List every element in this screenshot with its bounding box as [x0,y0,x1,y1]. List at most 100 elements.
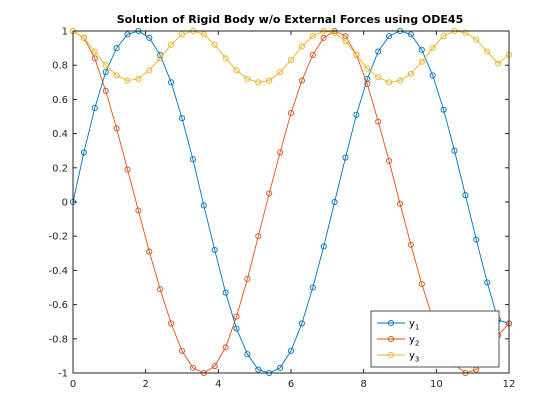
y-tick-label: 1 [62,27,68,38]
data-point-y3 [222,55,229,62]
data-point-y3 [233,67,240,74]
data-point-y3 [277,68,284,76]
data-point-y2 [277,149,284,156]
data-point-y2 [364,80,371,88]
data-point-y3 [386,79,393,86]
data-point-y2 [189,364,196,371]
data-point-y3 [440,33,447,40]
data-point-y1 [320,243,327,250]
data-point-y3 [342,38,349,45]
data-point-y2 [386,157,393,165]
y-tick-label: 0.8 [52,61,68,72]
data-point-y3 [266,77,273,84]
x-tick-label: 12 [503,379,516,390]
series-line-y3 [72,30,510,83]
data-point-y1 [473,236,480,243]
x-tick-label: 10 [430,379,443,390]
data-point-y3 [298,43,305,50]
data-point-y3 [407,70,414,77]
data-point-y1 [124,31,131,38]
data-point-y2 [157,286,164,293]
data-point-y1 [375,48,382,55]
data-point-y2 [375,118,382,125]
data-point-y3 [418,58,425,65]
data-point-y3 [200,31,207,38]
x-tick-label: 0 [70,379,76,390]
series-y3 [69,27,513,86]
legend-label-y2: y2 [409,335,419,348]
data-point-y3 [124,77,131,84]
data-point-y3 [484,48,491,55]
data-point-y1 [211,246,218,253]
legend-label-base: y [409,351,415,362]
data-point-y1 [386,33,393,40]
data-point-y3 [331,29,338,36]
data-point-y3 [364,65,371,72]
data-point-y3 [287,57,295,64]
data-point-y3 [135,75,142,82]
data-point-y3 [462,29,469,36]
data-point-y3 [495,60,502,67]
data-point-y3 [80,34,87,41]
data-point-y3 [211,41,218,48]
data-point-y3 [309,33,316,40]
data-point-y3 [353,51,360,58]
y-tick-label: -0.6 [48,300,68,311]
data-point-y1 [331,198,338,206]
x-tick-label: 6 [288,379,294,390]
data-point-y2 [396,200,404,207]
legend-item-y1: y1 [377,319,419,332]
y-tick-label: -0.4 [48,266,68,277]
data-point-y2 [178,347,186,354]
data-point-y1 [342,154,349,161]
data-point-y2 [255,233,262,240]
data-point-y1 [80,149,87,156]
data-point-y3 [396,77,404,84]
data-point-y3 [102,62,109,69]
data-point-y1 [309,284,316,291]
data-point-y1 [189,156,196,163]
legend-marker-y1 [387,319,395,327]
data-point-y1 [298,320,305,327]
data-point-y2 [113,125,120,132]
data-point-y2 [407,241,414,248]
chart-title: Solution of Rigid Body w/o External Forc… [117,13,463,26]
data-point-y2 [124,166,131,173]
data-point-y2 [233,313,240,320]
data-point-y2 [298,77,305,84]
data-point-y3 [375,74,382,81]
y-tick-label: -0.2 [48,232,68,243]
data-point-y3 [168,41,175,48]
data-point-y2 [211,363,218,370]
y-tick-label: -1 [58,369,68,380]
data-point-y2 [102,87,109,94]
legend-label-base: y [409,335,415,346]
data-point-y1 [113,45,120,52]
data-point-y3 [157,55,164,62]
legend-marker-y2 [387,335,395,343]
data-point-y2 [418,281,425,288]
data-point-y2 [91,55,98,62]
data-point-y2 [168,320,175,327]
data-point-y1 [91,104,98,111]
data-point-y1 [277,364,284,371]
y-tick-label: 0.4 [52,129,68,140]
data-point-y3 [91,48,98,55]
data-point-y1 [200,202,207,209]
legend-item-y2: y2 [377,335,419,348]
data-point-y1 [168,79,175,86]
data-point-y1 [102,68,109,76]
legend-label-y1: y1 [409,319,419,332]
data-point-y3 [146,67,153,74]
data-point-y2 [135,207,142,214]
data-point-y1 [222,289,229,296]
data-point-y1 [440,106,447,113]
data-point-y1 [451,147,458,154]
legend-label-subscript: 1 [415,324,419,332]
legend-label-subscript: 3 [415,356,419,364]
legend-label-y3: y3 [409,351,419,364]
data-point-y2 [266,190,273,197]
